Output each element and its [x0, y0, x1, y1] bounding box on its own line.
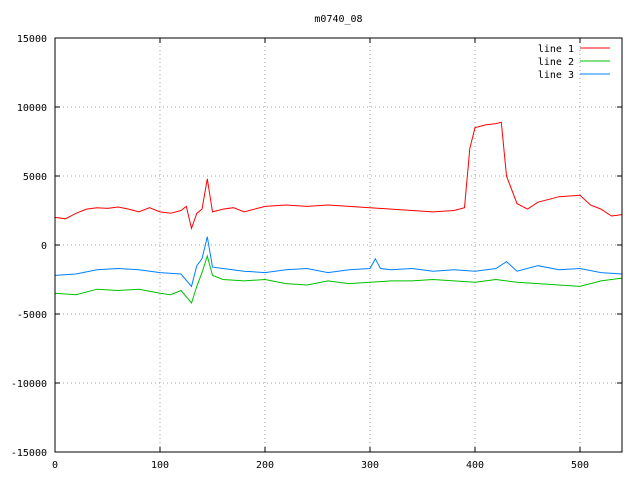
x-tick-label: 300 — [361, 460, 379, 471]
grid-lines — [55, 38, 622, 452]
y-tick-label: 10000 — [17, 103, 47, 114]
x-tick-label: 400 — [466, 460, 484, 471]
y-tick-label: -10000 — [11, 379, 47, 390]
series-line-2 — [54, 254, 623, 305]
series-line-3 — [54, 236, 623, 288]
y-tick-label: 5000 — [23, 172, 47, 183]
y-tick-label: -5000 — [17, 310, 47, 321]
x-tick-label: 100 — [151, 460, 169, 471]
series-line-1 — [54, 121, 623, 231]
x-tick-label: 0 — [52, 460, 58, 471]
legend: line 1 line 2 line 3 — [538, 44, 610, 81]
plot-frame — [54, 37, 623, 453]
legend-label-3: line 3 — [538, 70, 574, 81]
legend-label-1: line 1 — [538, 44, 574, 55]
y-tick-label: 0 — [41, 241, 47, 252]
y-tick-label: -15000 — [11, 448, 47, 459]
x-tick-label: 500 — [571, 460, 589, 471]
chart-title: m0740_08 — [314, 14, 362, 25]
axes: 0 100 200 300 400 500 -15000 -10000 -5000 0 5000 10… — [11, 34, 622, 471]
y-tick-label: 15000 — [17, 34, 47, 45]
legend-label-2: line 2 — [538, 57, 574, 68]
series-group — [54, 121, 623, 305]
x-tick-label: 200 — [256, 460, 274, 471]
